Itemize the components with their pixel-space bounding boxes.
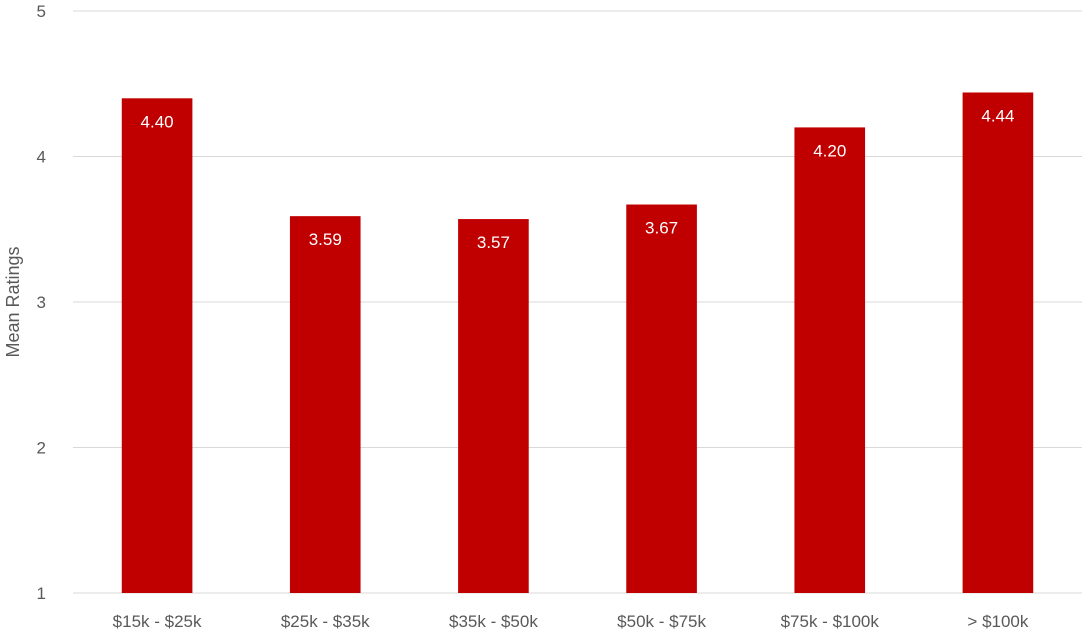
data-label: 3.57	[477, 233, 510, 252]
y-axis-title: Mean Ratings	[3, 246, 23, 357]
bar	[962, 92, 1034, 593]
x-tick-label: $35k - $50k	[449, 612, 538, 631]
x-tick-label: > $100k	[967, 612, 1028, 631]
x-tick-label: $50k - $75k	[617, 612, 706, 631]
y-tick-label: 5	[37, 2, 46, 21]
y-tick-label: 4	[37, 148, 46, 167]
data-label: 4.40	[141, 112, 174, 131]
bar	[289, 216, 361, 593]
x-tick-label: $15k - $25k	[113, 612, 202, 631]
bar	[626, 204, 697, 593]
bar	[794, 127, 866, 594]
data-labels: 4.40 3.59 3.57 3.67 4.20 4.44	[141, 106, 1015, 252]
y-axis-ticks: 1 2 3 4 5	[37, 2, 46, 603]
data-label: 4.44	[981, 106, 1014, 125]
bar	[458, 219, 529, 593]
x-tick-label: $75k - $100k	[781, 612, 880, 631]
bars	[121, 92, 1034, 594]
data-label: 4.20	[813, 141, 846, 160]
gridlines	[73, 10, 1082, 594]
data-label: 3.67	[645, 219, 678, 238]
y-tick-label: 3	[37, 293, 46, 312]
y-tick-label: 1	[37, 584, 46, 603]
x-axis-ticks: $15k - $25k $25k - $35k $35k - $50k $50k - …	[113, 612, 1029, 631]
x-tick-label: $25k - $35k	[281, 612, 370, 631]
data-label: 3.59	[309, 230, 342, 249]
y-tick-label: 2	[37, 439, 46, 458]
bar	[121, 98, 193, 594]
